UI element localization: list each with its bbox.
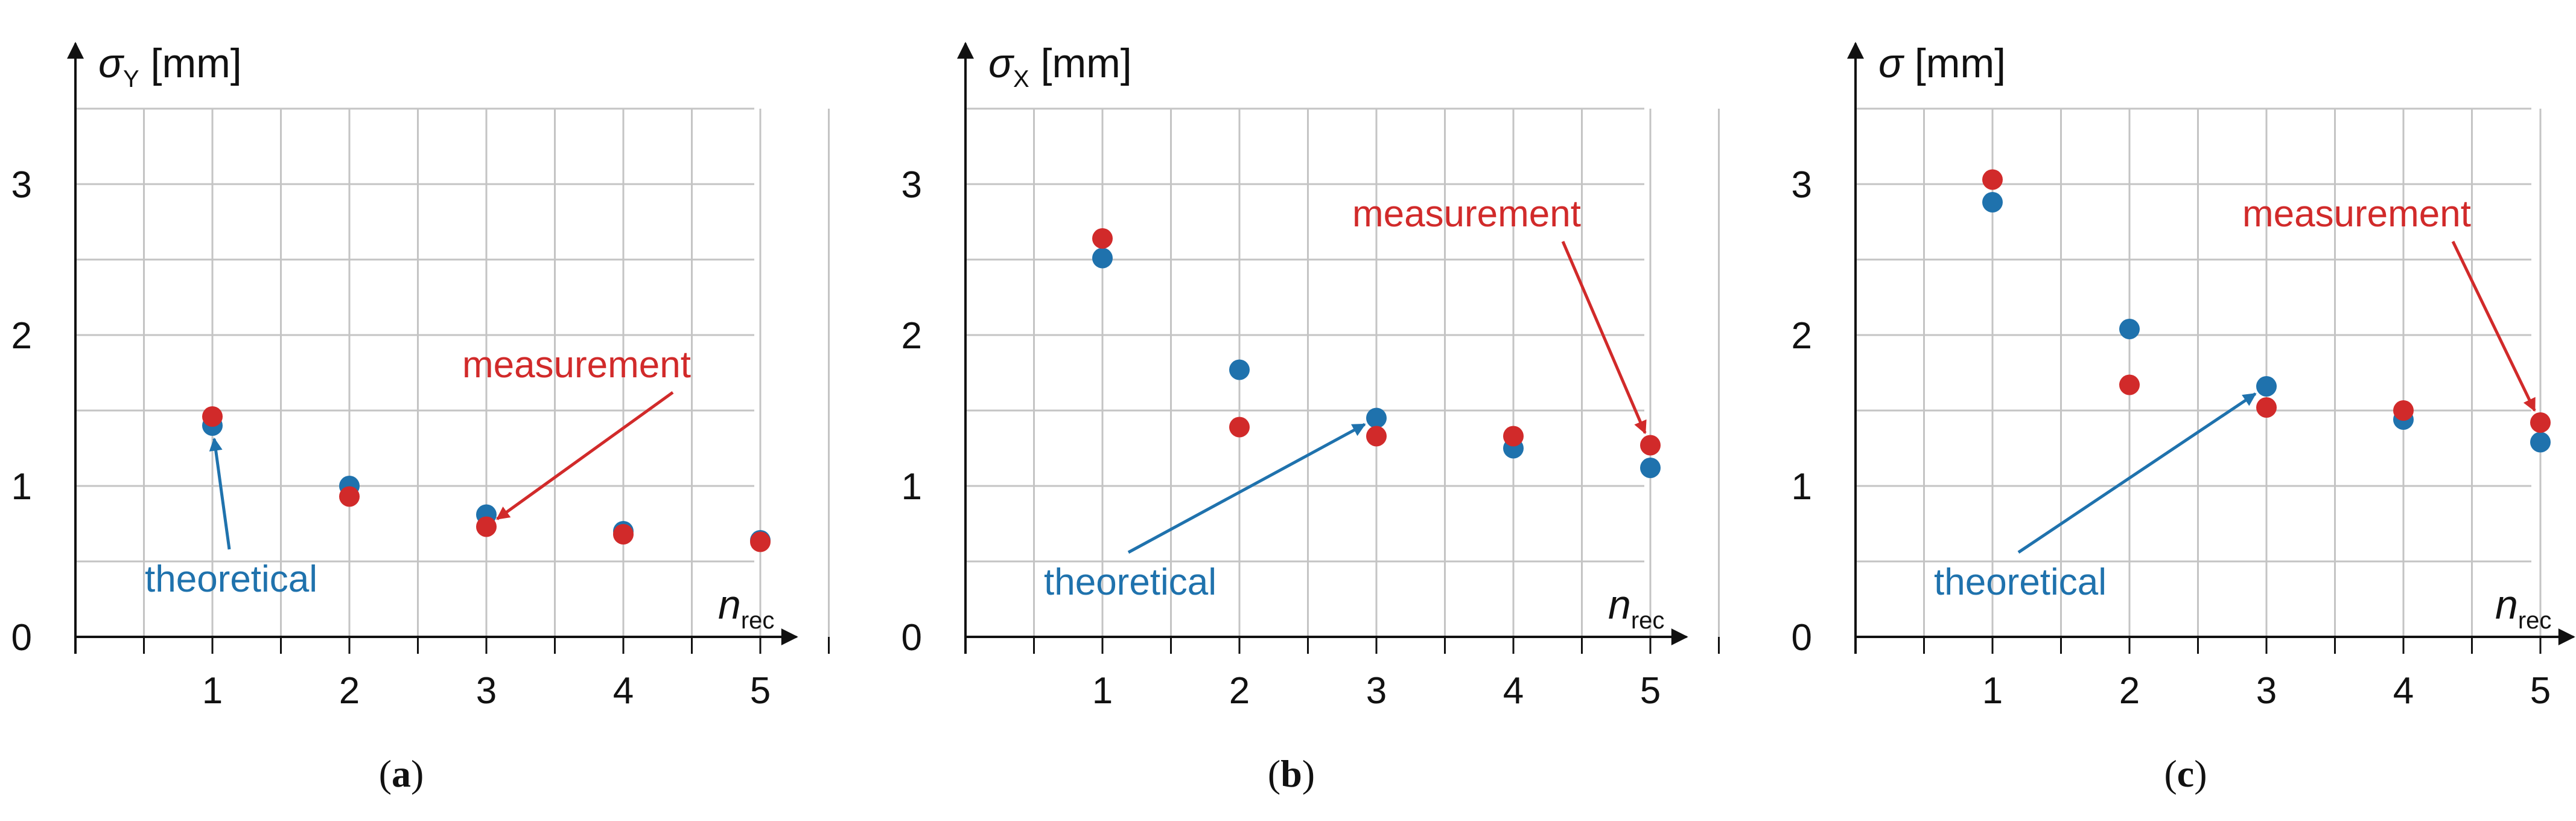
x-tick-label-a: 4: [613, 670, 634, 712]
y-axis-label-c: σ [mm]: [1878, 40, 2006, 86]
theoretical-annotation-label-c: theoretical: [1934, 561, 2107, 603]
x-tick-label-c: 1: [1982, 670, 2003, 712]
y-tick-label-a: 2: [11, 315, 32, 357]
y-tick-label-b: 2: [902, 315, 922, 357]
y-tick-label-b: 0: [902, 617, 922, 659]
x-tick-label-b: 5: [1640, 670, 1661, 712]
y-tick-label-c: 1: [1792, 466, 1812, 508]
y-tick-label-a: 3: [11, 164, 32, 206]
theoretical-annotation-label-b: theoretical: [1044, 561, 1216, 603]
measurement-point-c: [2530, 412, 2551, 433]
theoretical-point-b: [1366, 407, 1387, 429]
caption-b: (b): [1267, 752, 1315, 795]
theoretical-point-c: [1982, 192, 2003, 212]
y-tick-label-c: 0: [1792, 617, 1812, 659]
y-axis-label-a: σY [mm]: [98, 40, 242, 92]
measurement-point-b: [1503, 426, 1524, 447]
x-tick-label-c: 5: [2530, 670, 2551, 712]
caption-c: (c): [2164, 752, 2207, 795]
x-tick-label-c: 3: [2256, 670, 2277, 712]
measurement-point-a: [476, 516, 497, 537]
theoretical-point-b: [1092, 248, 1113, 269]
measurement-annotation-arrow-a: [496, 391, 674, 520]
theoretical-point-c: [2119, 319, 2140, 339]
x-axis-label-a: nrec: [718, 582, 774, 634]
x-tick-label-b: 3: [1366, 670, 1387, 712]
y-tick-label-b: 3: [902, 164, 922, 206]
y-axis-label-b: σX [mm]: [988, 40, 1132, 92]
x-tick-label-c: 4: [2393, 670, 2414, 712]
y-tick-label-a: 0: [11, 617, 32, 659]
theoretical-point-c: [2256, 376, 2277, 397]
x-tick-label-b: 4: [1503, 670, 1524, 712]
x-tick-label-b: 1: [1092, 670, 1113, 712]
measurement-point-b: [1092, 228, 1113, 249]
caption-letter: a: [392, 752, 411, 795]
x-axis-label-b: nrec: [1608, 582, 1664, 634]
measurement-point-c: [2119, 374, 2140, 395]
x-tick-label-c: 2: [2119, 670, 2140, 712]
y-tick-label-b: 1: [902, 466, 922, 508]
caption-letter: b: [1280, 752, 1302, 795]
measurement-point-a: [202, 406, 223, 427]
theoretical-point-c: [2530, 432, 2551, 453]
x-tick-label-a: 1: [202, 670, 223, 712]
y-tick-label-c: 3: [1792, 164, 1812, 206]
measurement-annotation-arrow-c: [2451, 240, 2536, 412]
measurement-point-a: [613, 524, 634, 545]
measurement-annotation-label-b: measurement: [1352, 193, 1581, 235]
measurement-point-c: [2256, 397, 2277, 418]
measurement-point-b: [1229, 417, 1250, 438]
y-tick-label-c: 2: [1792, 315, 1812, 357]
x-axis-label-c: nrec: [2495, 582, 2551, 634]
theoretical-annotation-arrow-a: [209, 437, 231, 550]
x-tick-label-a: 5: [750, 670, 771, 712]
caption-letter: c: [2177, 752, 2195, 795]
y-tick-label-a: 1: [11, 466, 32, 508]
measurement-annotation-arrow-b: [1561, 241, 1647, 435]
theoretical-annotation-arrow-c: [2017, 392, 2257, 554]
measurement-point-b: [1366, 426, 1387, 447]
measurement-point-c: [1982, 169, 2003, 190]
measurement-annotation-label-c: measurement: [2242, 193, 2471, 235]
x-tick-label-a: 2: [339, 670, 360, 712]
measurement-point-a: [339, 486, 360, 507]
theoretical-annotation-arrow-b: [1127, 423, 1366, 554]
x-tick-label-b: 2: [1229, 670, 1250, 712]
x-tick-label-a: 3: [476, 670, 497, 712]
caption-a: (a): [378, 752, 424, 795]
measurement-point-b: [1640, 435, 1661, 456]
theoretical-point-b: [1640, 458, 1661, 478]
measurement-point-a: [750, 531, 771, 552]
measurement-point-c: [2393, 400, 2414, 421]
theoretical-point-b: [1229, 359, 1250, 380]
theoretical-annotation-label-a: theoretical: [145, 558, 317, 600]
measurement-annotation-label-a: measurement: [462, 344, 691, 386]
